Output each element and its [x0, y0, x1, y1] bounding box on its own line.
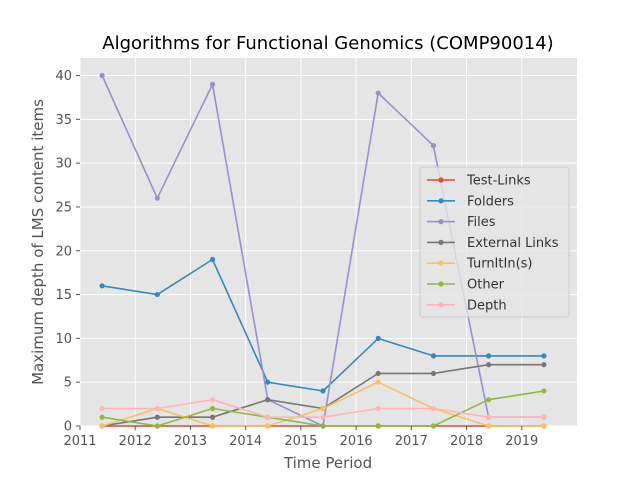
legend-label: Folders [467, 194, 514, 209]
data-point-folders [320, 388, 326, 394]
data-point-files [209, 81, 216, 87]
x-tick-label: 2012 [119, 434, 152, 449]
data-point-files [99, 72, 105, 79]
x-tick-label: 2013 [174, 434, 207, 449]
y-axis-ticks: 0 5 10 15 20 25 30 35 40 [55, 69, 80, 435]
y-tick-label: 40 [55, 69, 72, 84]
data-point-other [541, 388, 547, 394]
data-point-folders [430, 353, 437, 359]
data-point-depth [320, 414, 326, 420]
y-tick-label: 30 [55, 157, 72, 172]
y-tick-label: 15 [55, 288, 72, 303]
x-tick-label: 2014 [229, 434, 262, 449]
x-axis-title: Time Period [283, 454, 372, 472]
data-point-other [430, 423, 437, 429]
y-tick-label: 25 [55, 200, 72, 215]
data-point-depth [265, 414, 271, 420]
data-point-files [375, 90, 381, 96]
y-tick-label: 0 [64, 420, 72, 435]
data-point-folders [154, 291, 160, 298]
legend-label: Test-Links [466, 174, 531, 189]
legend-label: External Links [467, 236, 559, 251]
legend-marker [438, 260, 444, 266]
data-point-files [154, 195, 160, 201]
data-point-folders [99, 283, 105, 289]
data-point-folders [209, 256, 216, 263]
data-point-external-links [430, 370, 437, 377]
legend-marker [438, 219, 444, 225]
chart-title: Algorithms for Functional Genomics (COMP… [102, 33, 553, 54]
data-point-folders [541, 353, 547, 359]
series-depth [99, 397, 547, 420]
y-axis-title: Maximum depth of LMS content items [29, 99, 47, 385]
data-point-depth [430, 405, 437, 412]
data-point-external-links [265, 397, 271, 403]
legend-label: TurnItIn(s) [466, 257, 532, 272]
legend-marker [438, 281, 444, 287]
legend-marker [438, 177, 444, 183]
series-other [99, 388, 547, 429]
data-point-folders [265, 379, 271, 385]
data-point-depth [209, 397, 216, 403]
x-tick-label: 2019 [505, 434, 538, 449]
legend-label: Files [467, 215, 496, 230]
data-point-other [154, 423, 160, 429]
data-point-other [486, 397, 492, 403]
data-point-turnitin-s [99, 423, 105, 429]
legend-marker [438, 198, 444, 204]
data-point-turnitin-s [486, 423, 492, 429]
data-point-folders [486, 353, 492, 359]
x-tick-label: 2016 [340, 434, 373, 449]
y-tick-label: 20 [55, 244, 72, 259]
data-point-folders [375, 335, 381, 341]
data-point-depth [486, 414, 492, 420]
y-tick-label: 35 [55, 113, 72, 128]
legend: Test-Links Folders Files External Links Turn… [419, 166, 570, 318]
data-point-external-links [375, 370, 381, 377]
data-point-depth [154, 405, 160, 412]
data-point-external-links [154, 414, 160, 420]
data-point-external-links [209, 414, 216, 420]
legend-box [419, 166, 570, 318]
data-point-external-links [486, 362, 492, 368]
legend-label: Other [467, 278, 505, 293]
data-point-other [209, 405, 216, 412]
data-point-turnitin-s [541, 423, 547, 429]
x-tick-label: 2015 [284, 434, 317, 449]
x-tick-label: 2011 [63, 434, 96, 449]
legend-marker [438, 239, 444, 245]
legend-marker [438, 302, 444, 308]
data-point-other [375, 423, 381, 429]
series-folders [99, 256, 547, 394]
data-point-turnitin-s [375, 379, 381, 385]
x-tick-label: 2017 [395, 434, 428, 449]
data-point-files [430, 143, 437, 149]
data-point-depth [99, 405, 105, 412]
legend-label: Depth [467, 298, 507, 313]
y-tick-label: 10 [55, 332, 72, 347]
data-point-turnitin-s [209, 423, 216, 429]
data-point-turnitin-s [320, 405, 326, 412]
series-lines [99, 72, 547, 429]
data-point-external-links [541, 362, 547, 368]
data-point-depth [541, 414, 547, 420]
data-point-other [99, 414, 105, 420]
y-tick-label: 5 [64, 376, 72, 391]
x-tick-label: 2018 [450, 434, 483, 449]
x-axis-ticks: 2011 2012 2013 2014 2015 2016 2017 2018 2019 [63, 426, 538, 449]
data-point-other [320, 423, 326, 429]
data-point-turnitin-s [265, 423, 271, 429]
data-point-depth [375, 405, 381, 412]
